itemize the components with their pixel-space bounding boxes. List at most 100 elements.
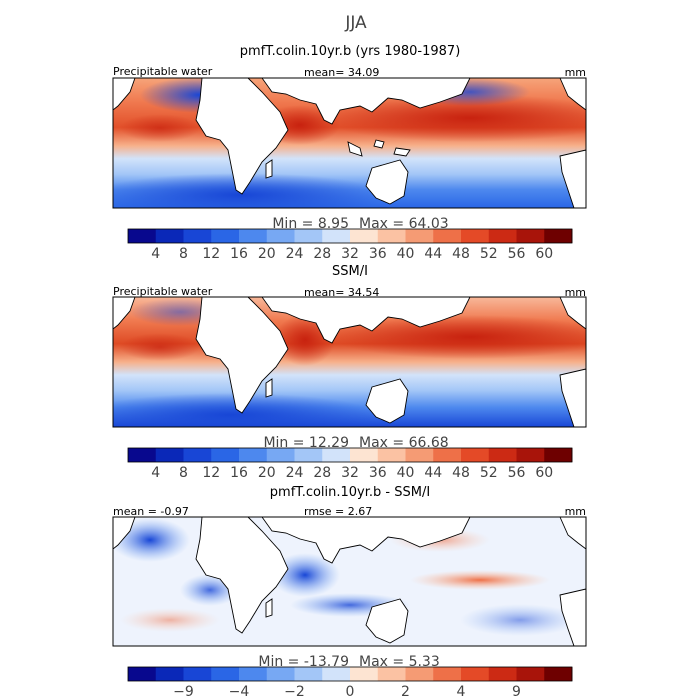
colorbar-swatch: [461, 448, 490, 462]
colorbar-swatch: [239, 667, 268, 681]
colorbar-tick-label: 32: [341, 465, 359, 481]
colorbar-tick-label: 36: [369, 465, 387, 481]
panel2-continents: [112, 296, 587, 428]
colorbar-tick-label: 48: [452, 465, 470, 481]
panel1-frame: [112, 77, 587, 209]
colorbar-swatch: [405, 229, 434, 243]
colorbar-swatch: [266, 667, 295, 681]
panel3-frame: [112, 516, 587, 647]
colorbar-tick-label: 2: [401, 684, 410, 700]
colorbar-swatch: [461, 667, 490, 681]
colorbar-tick-label: 8: [179, 465, 188, 481]
panel2-colorbar: 4 8 12 16 20 24 28 32 36 40 44 48 52 56 60: [127, 447, 573, 481]
panel2-units: mm: [565, 286, 586, 299]
colorbar-swatch: [350, 448, 379, 462]
colorbar-tick-label: 32: [341, 246, 359, 262]
colorbar-tick-label: 28: [313, 465, 331, 481]
colorbar-swatch: [405, 448, 434, 462]
colorbar-tick-label: 56: [508, 246, 526, 262]
colorbar-tick-label: 16: [230, 246, 248, 262]
panel3-max: Max = 5.33: [359, 654, 440, 670]
colorbar-swatch: [266, 229, 295, 243]
panel1-max: Max = 64.03: [359, 216, 449, 232]
panel1-min: Min = 8.95: [272, 216, 349, 232]
colorbar-swatch: [544, 667, 573, 681]
colorbar-tick-label: 4: [151, 465, 160, 481]
colorbar-tick-label: 20: [258, 246, 276, 262]
colorbar-tick-label: 60: [535, 246, 553, 262]
colorbar-swatch: [128, 229, 157, 243]
panel1-mean: mean= 34.09: [304, 66, 379, 79]
colorbar-swatch: [294, 667, 323, 681]
colorbar-swatch: [377, 448, 406, 462]
colorbar-swatch: [350, 667, 379, 681]
colorbar-swatch: [488, 667, 517, 681]
season-title: JJA: [344, 13, 367, 33]
colorbar-swatch: [322, 448, 351, 462]
panel2-frame: [112, 296, 587, 428]
colorbar-swatch: [488, 448, 517, 462]
colorbar-tick-label: 24: [286, 465, 304, 481]
colorbar-tick-label: −2: [284, 684, 305, 700]
colorbar-swatch: [488, 229, 517, 243]
panel1-colorbar: 4 8 12 16 20 24 28 32 36 40 44 48 52 56 60: [127, 228, 573, 262]
colorbar-swatch: [516, 229, 545, 243]
colorbar-swatch: [128, 448, 157, 462]
panel1-continents: [112, 77, 587, 209]
panel1-units: mm: [565, 66, 586, 79]
colorbar-swatch: [294, 448, 323, 462]
panel2-title: SSM/I: [332, 264, 368, 279]
panel3-mean: mean = -0.97: [113, 505, 189, 518]
colorbar-swatch: [405, 667, 434, 681]
colorbar-tick-label: 44: [424, 246, 442, 262]
colorbar-swatch: [322, 667, 351, 681]
panel1-title: pmfT.colin.10yr.b (yrs 1980-1987): [240, 44, 461, 59]
colorbar-tick-label: 44: [424, 465, 442, 481]
panel2-mean: mean= 34.54: [304, 286, 379, 299]
colorbar-tick-label: −4: [229, 684, 250, 700]
colorbar-swatch: [433, 229, 462, 243]
colorbar-frame: [127, 228, 573, 244]
colorbar-tick-label: 48: [452, 246, 470, 262]
colorbar-swatch: [516, 448, 545, 462]
colorbar-tick-label: 4: [457, 684, 466, 700]
colorbar-tick-label: 28: [313, 246, 331, 262]
colorbar-swatch: [266, 448, 295, 462]
colorbar-tick-label: −9: [173, 684, 194, 700]
panel-difference: pmfT.colin.10yr.b - SSM/I mean = -0.97 r…: [112, 485, 587, 700]
colorbar-tick-label: 0: [346, 684, 355, 700]
panel3-rmse: rmse = 2.67: [304, 505, 372, 518]
colorbar-swatch: [350, 229, 379, 243]
colorbar-swatch: [128, 667, 157, 681]
colorbar-tick-label: 56: [508, 465, 526, 481]
colorbar-swatch: [211, 667, 240, 681]
colorbar-tick-label: 36: [369, 246, 387, 262]
colorbar-swatch: [155, 229, 184, 243]
colorbar-tick-label: 8: [179, 246, 188, 262]
panel3-units: mm: [565, 505, 586, 518]
panel2-min: Min = 12.29: [263, 435, 349, 451]
panel3-title: pmfT.colin.10yr.b - SSM/I: [270, 485, 430, 500]
panel-model: pmfT.colin.10yr.b (yrs 1980-1987) Precip…: [112, 44, 587, 262]
panel2-max: Max = 66.68: [359, 435, 449, 451]
colorbar-frame: [127, 447, 573, 463]
colorbar-tick-label: 52: [480, 465, 498, 481]
colorbar-swatch: [183, 667, 212, 681]
colorbar-tick-label: 40: [397, 465, 415, 481]
colorbar-tick-label: 9: [512, 684, 521, 700]
panel3-min: Min = -13.79: [258, 654, 349, 670]
colorbar-swatch: [211, 229, 240, 243]
colorbar-swatch: [183, 448, 212, 462]
colorbar-tick-label: 4: [151, 246, 160, 262]
colorbar-swatch: [322, 229, 351, 243]
colorbar-swatch: [377, 229, 406, 243]
colorbar-tick-label: 12: [202, 465, 220, 481]
colorbar-swatch: [155, 667, 184, 681]
colorbar-tick-label: 24: [286, 246, 304, 262]
colorbar-tick-label: 60: [535, 465, 553, 481]
panel1-label: Precipitable water: [113, 65, 213, 78]
colorbar-tick-label: 12: [202, 246, 220, 262]
colorbar-swatch: [377, 667, 406, 681]
colorbar-swatch: [183, 229, 212, 243]
